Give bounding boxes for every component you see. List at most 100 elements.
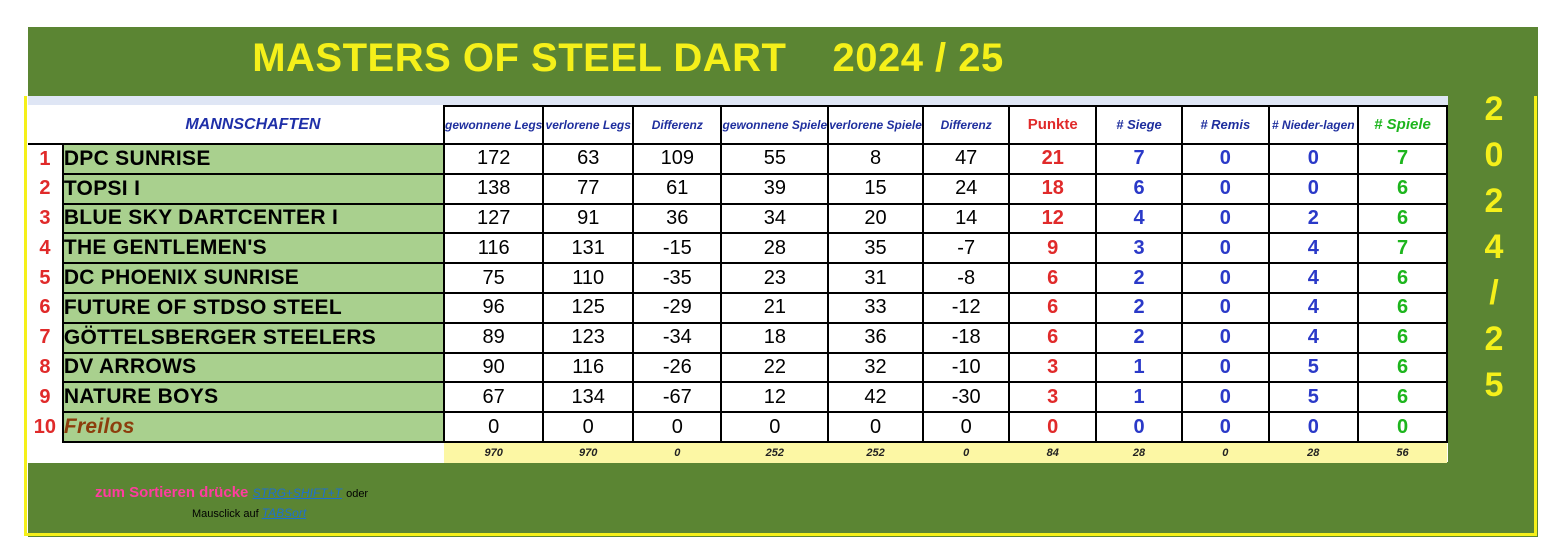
- draws-cell[interactable]: 0: [1181, 351, 1270, 384]
- games-diff-cell[interactable]: 14: [921, 202, 1011, 235]
- points-cell[interactable]: 6: [1008, 291, 1097, 324]
- legs-diff-header[interactable]: Differenz: [632, 105, 723, 145]
- legs-diff-cell[interactable]: -67: [632, 381, 723, 414]
- games-won-cell[interactable]: 55: [720, 143, 830, 175]
- played-cell[interactable]: 6: [1357, 202, 1448, 235]
- points-cell[interactable]: 21: [1008, 143, 1097, 175]
- games-lost-header[interactable]: verlorene Spiele: [827, 105, 924, 145]
- points-cell[interactable]: 6: [1008, 262, 1097, 294]
- wins-cell[interactable]: 0: [1094, 411, 1184, 443]
- legs-lost-cell[interactable]: 77: [542, 172, 635, 205]
- legs-diff-cell[interactable]: -15: [632, 232, 723, 265]
- games-won-header[interactable]: gewonnene Spiele: [720, 105, 830, 145]
- legs-diff-cell[interactable]: -34: [632, 321, 723, 354]
- legs-diff-cell[interactable]: 109: [632, 143, 723, 175]
- draws-cell[interactable]: 0: [1181, 232, 1270, 265]
- shortcut-link[interactable]: STRG+SHIFT+T: [252, 486, 342, 500]
- wins-cell[interactable]: 7: [1094, 143, 1184, 175]
- games-diff-cell[interactable]: -8: [921, 262, 1011, 294]
- losses-cell[interactable]: 4: [1267, 262, 1359, 294]
- legs-won-cell[interactable]: 127: [442, 202, 545, 235]
- legs-lost-header[interactable]: verlorene Legs: [542, 105, 635, 145]
- draws-cell[interactable]: 0: [1181, 411, 1270, 443]
- played-cell[interactable]: 6: [1357, 321, 1448, 354]
- legs-lost-cell[interactable]: 63: [542, 143, 635, 175]
- draws-cell[interactable]: 0: [1181, 321, 1270, 354]
- wins-header[interactable]: # Siege: [1094, 105, 1184, 145]
- team-name-cell[interactable]: DC PHOENIX SUNRISE: [61, 262, 445, 294]
- losses-cell[interactable]: 4: [1267, 321, 1359, 354]
- losses-cell[interactable]: 4: [1267, 291, 1359, 324]
- games-lost-cell[interactable]: 32: [827, 351, 924, 384]
- wins-cell[interactable]: 3: [1094, 232, 1184, 265]
- points-cell[interactable]: 3: [1008, 351, 1097, 384]
- wins-cell[interactable]: 2: [1094, 321, 1184, 354]
- wins-cell[interactable]: 6: [1094, 172, 1184, 205]
- games-lost-cell[interactable]: 31: [827, 262, 924, 294]
- draws-cell[interactable]: 0: [1181, 381, 1270, 414]
- legs-lost-cell[interactable]: 0: [542, 411, 635, 443]
- team-name-cell[interactable]: FUTURE OF STDSO STEEL: [61, 291, 445, 324]
- legs-lost-cell[interactable]: 110: [542, 262, 635, 294]
- games-won-cell[interactable]: 34: [720, 202, 830, 235]
- team-name-cell[interactable]: DPC SUNRISE: [61, 143, 445, 175]
- games-won-cell[interactable]: 22: [720, 351, 830, 384]
- team-header[interactable]: MANNSCHAFTEN: [62, 106, 444, 145]
- legs-won-cell[interactable]: 0: [442, 411, 545, 443]
- points-cell[interactable]: 6: [1008, 321, 1097, 354]
- games-lost-cell[interactable]: 42: [827, 381, 924, 414]
- played-cell[interactable]: 0: [1357, 411, 1448, 443]
- games-diff-cell[interactable]: -12: [921, 291, 1011, 324]
- losses-cell[interactable]: 5: [1267, 381, 1359, 414]
- games-diff-cell[interactable]: 24: [921, 172, 1011, 205]
- legs-won-header[interactable]: gewonnene Legs: [442, 105, 545, 145]
- draws-cell[interactable]: 0: [1181, 172, 1270, 205]
- games-diff-cell[interactable]: 0: [921, 411, 1011, 443]
- team-name-cell[interactable]: DV ARROWS: [61, 351, 445, 384]
- draws-cell[interactable]: 0: [1181, 262, 1270, 294]
- games-won-cell[interactable]: 39: [720, 172, 830, 205]
- draws-cell[interactable]: 0: [1181, 143, 1270, 175]
- played-cell[interactable]: 6: [1357, 262, 1448, 294]
- legs-won-cell[interactable]: 89: [442, 321, 545, 354]
- losses-cell[interactable]: 2: [1267, 202, 1359, 235]
- games-lost-cell[interactable]: 36: [827, 321, 924, 354]
- legs-diff-cell[interactable]: 61: [632, 172, 723, 205]
- legs-won-cell[interactable]: 90: [442, 351, 545, 384]
- team-name-cell[interactable]: GÖTTELSBERGER STEELERS: [61, 321, 445, 354]
- played-cell[interactable]: 7: [1357, 143, 1448, 175]
- games-won-cell[interactable]: 23: [720, 262, 830, 294]
- games-won-cell[interactable]: 18: [720, 321, 830, 354]
- legs-won-cell[interactable]: 96: [442, 291, 545, 324]
- legs-diff-cell[interactable]: 0: [632, 411, 723, 443]
- games-won-cell[interactable]: 21: [720, 291, 830, 324]
- games-diff-cell[interactable]: 47: [921, 143, 1011, 175]
- points-cell[interactable]: 9: [1008, 232, 1097, 265]
- games-diff-cell[interactable]: -7: [921, 232, 1011, 265]
- games-diff-cell[interactable]: -30: [921, 381, 1011, 414]
- games-lost-cell[interactable]: 8: [827, 143, 924, 175]
- tabsort-link[interactable]: TABSort: [261, 506, 307, 520]
- games-lost-cell[interactable]: 35: [827, 232, 924, 265]
- wins-cell[interactable]: 1: [1094, 381, 1184, 414]
- wins-cell[interactable]: 2: [1094, 291, 1184, 324]
- legs-lost-cell[interactable]: 125: [542, 291, 635, 324]
- losses-cell[interactable]: 5: [1267, 351, 1359, 384]
- legs-won-cell[interactable]: 75: [442, 262, 545, 294]
- points-cell[interactable]: 12: [1008, 202, 1097, 235]
- legs-lost-cell[interactable]: 116: [542, 351, 635, 384]
- games-lost-cell[interactable]: 15: [827, 172, 924, 205]
- played-cell[interactable]: 6: [1357, 291, 1448, 324]
- games-lost-cell[interactable]: 0: [827, 411, 924, 443]
- team-name-cell[interactable]: TOPSI I: [61, 172, 445, 205]
- games-diff-cell[interactable]: -10: [921, 351, 1011, 384]
- legs-diff-cell[interactable]: -29: [632, 291, 723, 324]
- legs-won-cell[interactable]: 172: [442, 143, 545, 175]
- played-cell[interactable]: 6: [1357, 351, 1448, 384]
- played-cell[interactable]: 7: [1357, 232, 1448, 265]
- team-name-cell[interactable]: NATURE BOYS: [61, 381, 445, 414]
- wins-cell[interactable]: 4: [1094, 202, 1184, 235]
- losses-cell[interactable]: 0: [1267, 143, 1359, 175]
- points-cell[interactable]: 3: [1008, 381, 1097, 414]
- legs-lost-cell[interactable]: 123: [542, 321, 635, 354]
